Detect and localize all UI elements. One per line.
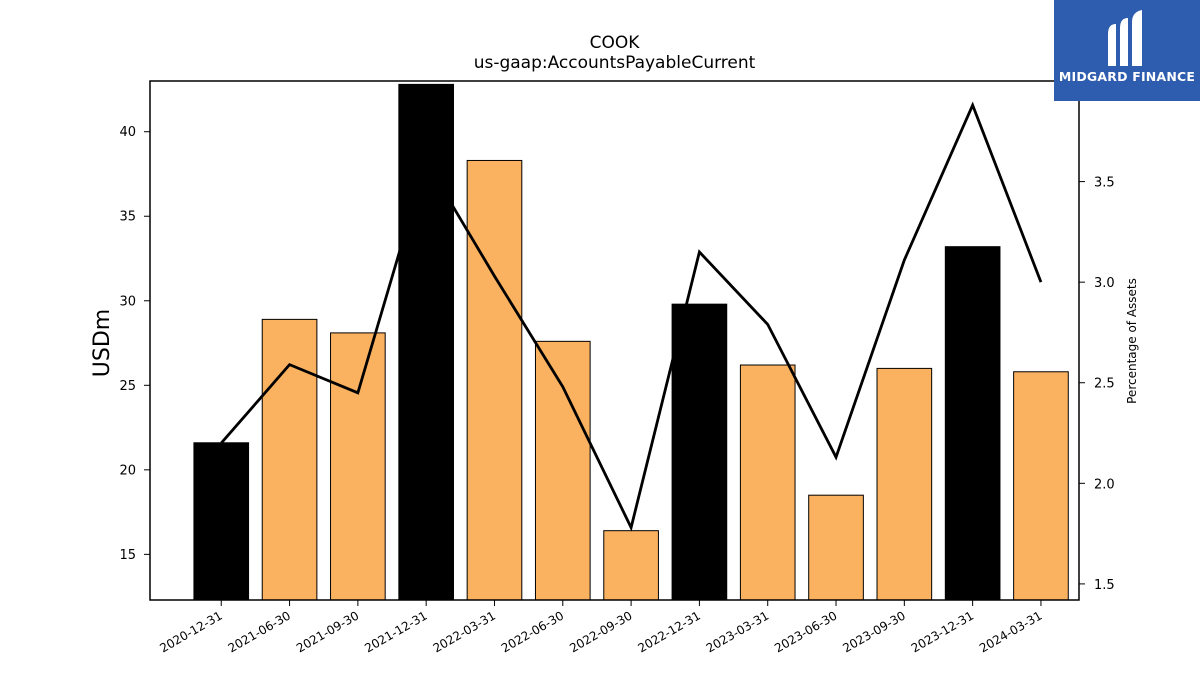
logo-text: MIDGARD FINANCE — [1058, 69, 1196, 84]
chart-title: COOK — [590, 33, 641, 53]
y2-tick-label: 3.5 — [1094, 176, 1115, 191]
line-series — [220, 101, 1043, 532]
bar-2024-03-31 — [1013, 371, 1069, 601]
logo-icon — [1108, 10, 1142, 66]
bar-2021-09-30 — [330, 332, 386, 601]
x-tick-label: 2020-12-31 — [157, 608, 224, 655]
x-axis: 2020-12-31 2021-06-30 2021-09-30 2021-12-31… — [157, 600, 1044, 655]
y2-tick-label: 2.0 — [1094, 477, 1115, 492]
y-tick-label: 35 — [119, 210, 136, 225]
bar-2023-03-31 — [739, 364, 796, 601]
y2-tick-label: 2.5 — [1094, 377, 1115, 392]
y-tick-label: 20 — [119, 463, 136, 478]
bar-2020-12-31 — [193, 442, 250, 601]
bar-2023-06-30 — [808, 494, 864, 601]
x-tick-label: 2022-06-30 — [499, 608, 566, 655]
y-tick-label: 30 — [119, 294, 136, 309]
y-axis-right: 1.5 2.0 2.5 3.0 3.5 — [1079, 176, 1115, 593]
x-tick-label: 2021-12-31 — [362, 608, 429, 655]
logo: MIDGARD FINANCE — [1054, 0, 1200, 101]
x-tick-label: 2024-03-31 — [977, 608, 1044, 655]
y2-tick-label: 3.0 — [1094, 276, 1115, 291]
y-axis-left: 15 20 25 30 35 40 — [119, 125, 150, 563]
x-tick-label: 2021-06-30 — [226, 608, 293, 655]
x-tick-label: 2023-12-31 — [909, 608, 976, 655]
plot-frame — [149, 80, 1080, 601]
x-tick-label: 2022-12-31 — [636, 608, 703, 655]
y2-axis-label: Percentage of Assets — [1125, 278, 1139, 404]
y-tick-label: 25 — [119, 379, 136, 394]
x-tick-label: 2023-03-31 — [704, 608, 771, 655]
x-tick-label: 2021-09-30 — [294, 608, 361, 655]
percentage-line — [220, 101, 1043, 532]
bar-2023-12-31 — [944, 246, 1001, 601]
y2-tick-label: 1.5 — [1094, 578, 1115, 593]
bar-2022-06-30 — [534, 340, 591, 601]
bar-2021-06-30 — [261, 318, 318, 601]
y-axis-label: USDm — [90, 309, 115, 377]
bar-2022-09-30 — [603, 530, 659, 601]
x-tick-label: 2022-03-31 — [431, 608, 498, 655]
bar-2022-03-31 — [466, 159, 523, 601]
x-tick-label: 2023-06-30 — [772, 608, 839, 655]
x-tick-label: 2022-09-30 — [567, 608, 634, 655]
chart-subtitle: us-gaap:AccountsPayableCurrent — [474, 53, 756, 73]
bar-2021-12-31 — [398, 83, 454, 601]
bar-2023-09-30 — [876, 367, 933, 601]
x-tick-label: 2023-09-30 — [840, 608, 907, 655]
y-tick-label: 15 — [119, 548, 136, 563]
y-tick-label: 40 — [119, 125, 136, 140]
bar-2022-12-31 — [671, 303, 728, 601]
